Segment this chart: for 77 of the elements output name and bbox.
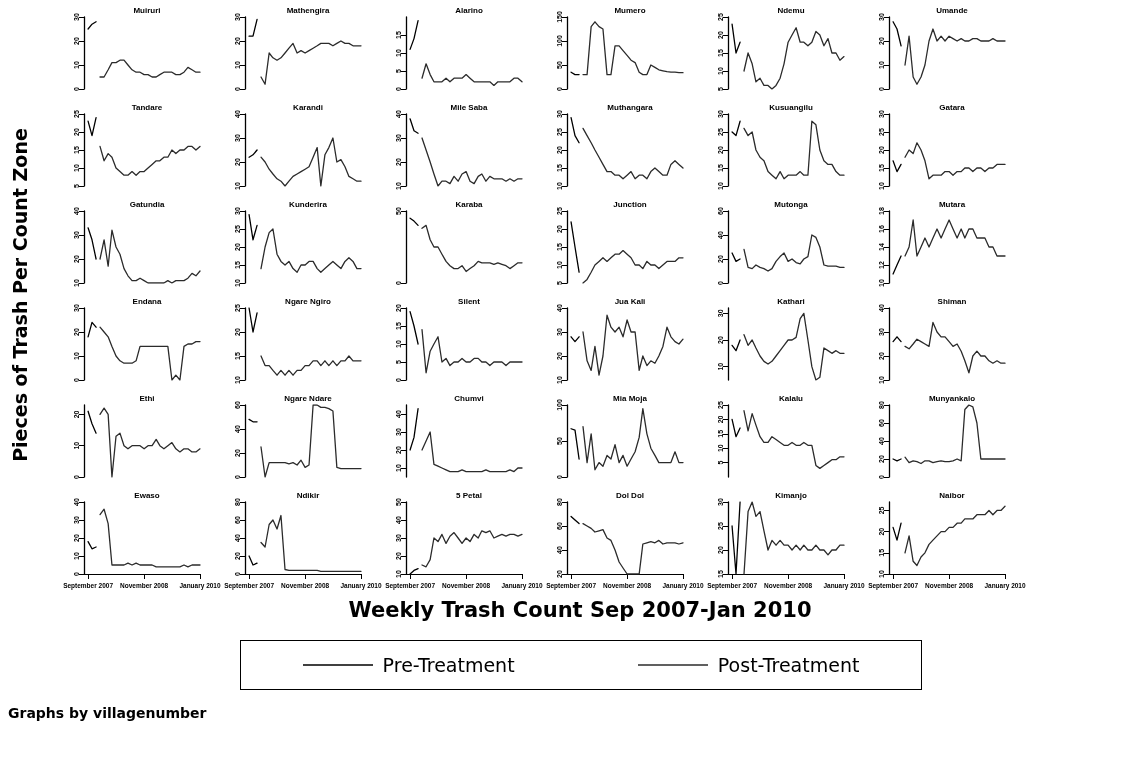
line-series — [743, 501, 845, 575]
line-series — [421, 328, 523, 374]
y-axis-title: Pieces of Trash Per Count Zone — [9, 128, 31, 462]
chart-title: Muiruri — [133, 5, 161, 15]
chart-title: Jua Kali — [614, 296, 646, 306]
line-series — [421, 224, 523, 273]
chart-title: Ndikir — [296, 490, 320, 500]
chart-title: Endana — [132, 296, 162, 306]
chart-title: Kunderira — [289, 199, 328, 209]
line-series — [743, 410, 845, 470]
chart-title: Naibor — [939, 490, 965, 500]
line-series — [99, 407, 201, 478]
line-series — [582, 314, 684, 376]
chart-title: Ndemu — [777, 5, 805, 15]
line-series — [904, 505, 1006, 567]
line-series — [421, 137, 523, 187]
line-series — [260, 228, 362, 273]
chart-title: Gatundia — [129, 199, 165, 209]
chart-title: Mutonga — [774, 199, 809, 209]
chart-title: Tandare — [131, 102, 163, 112]
chart-title: Munyankalo — [928, 393, 976, 403]
chart-title: 5 Petal — [456, 490, 482, 500]
chart-title: Shiman — [937, 296, 967, 306]
chart-title: Kimanjo — [775, 490, 807, 500]
chart-title: Karaba — [455, 199, 484, 209]
line-series — [582, 127, 684, 180]
line-series — [743, 120, 845, 180]
line-series — [99, 59, 201, 78]
legend-label: Post-Treatment — [717, 654, 860, 676]
chart-title: Mia Moja — [613, 393, 648, 403]
chart-title: Muthangara — [607, 102, 654, 112]
line-series — [582, 522, 684, 575]
legend-label: Pre-Treatment — [382, 654, 515, 676]
line-series — [260, 404, 362, 478]
line-series — [743, 312, 845, 381]
chart-title: Kathari — [777, 296, 805, 306]
line-series — [421, 530, 523, 568]
chart-title: Junction — [613, 199, 647, 209]
chart-title: Chumvi — [454, 393, 484, 403]
line-series — [582, 21, 684, 76]
line-series — [743, 27, 845, 90]
line-series — [99, 508, 201, 568]
chart-title: Alarino — [455, 5, 483, 15]
chart-title: Silent — [458, 296, 481, 306]
text: Graphs by villagenumber — [8, 705, 207, 721]
line-series — [743, 234, 845, 272]
chart-title: Ethi — [139, 393, 155, 403]
line-series — [421, 431, 523, 473]
line-series — [260, 40, 362, 85]
line-series — [260, 355, 362, 376]
chart-title: Umande — [936, 5, 969, 15]
chart-title: Karandi — [293, 102, 323, 112]
chart-title: Kusuangilu — [769, 102, 813, 112]
line-series — [260, 137, 362, 187]
line-series — [904, 28, 1006, 85]
line-series — [904, 219, 1006, 257]
chart-title: Kalalu — [778, 393, 804, 403]
chart-title: Dol Dol — [616, 490, 644, 500]
line-series — [99, 145, 201, 176]
line-series — [99, 326, 201, 381]
line-series — [904, 142, 1006, 180]
line-series — [582, 249, 684, 284]
chart-title: Mile Saba — [450, 102, 488, 112]
line-series — [99, 229, 201, 284]
chart-title: Ngare Ndare — [284, 393, 333, 403]
line-series — [904, 404, 1006, 465]
x-axis-title: Weekly Trash Count Sep 2007-Jan 2010 — [347, 598, 813, 622]
chart-title: Mathengira — [286, 5, 330, 15]
line-series — [421, 63, 523, 87]
line-series — [260, 514, 362, 572]
line-series — [582, 407, 684, 471]
chart-title: Mumero — [614, 5, 646, 15]
chart-title: Gatara — [939, 102, 966, 112]
line-series — [904, 321, 1006, 374]
chart-title: Mutara — [938, 199, 966, 209]
chart-title: Ngare Ngiro — [285, 296, 331, 306]
chart-title: Ewaso — [134, 490, 160, 500]
